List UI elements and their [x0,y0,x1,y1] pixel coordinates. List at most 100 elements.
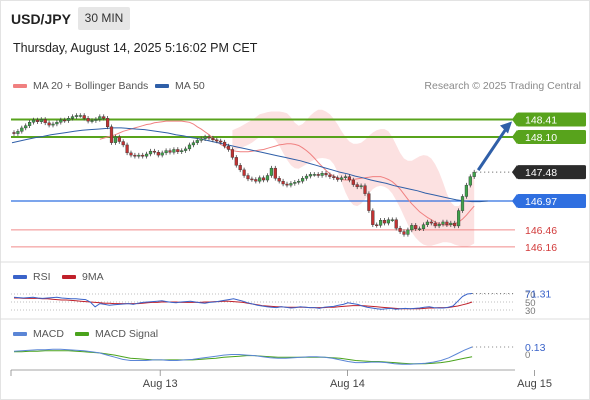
candle-up [406,229,410,235]
candle-down [125,144,129,154]
rsi-level-label: 30 [525,306,536,317]
current-label-pointer [512,165,517,180]
candle-up [425,221,429,225]
candle-up [31,119,36,123]
candle-down [86,118,90,122]
candle-up [359,185,363,188]
support-level-label: 146.46 [525,225,557,237]
candle-up [39,119,43,122]
candle-up [437,224,441,227]
candle-up [460,196,465,211]
candle-down [226,145,231,150]
candle-up [94,119,98,121]
candle-up [421,224,426,229]
candle-down [316,174,320,176]
candle-down [351,179,355,185]
macd-label: MACD [33,328,64,340]
timeframe-badge[interactable]: 30 MIN [78,7,130,30]
candle-down [129,152,133,156]
pivot-level-label: 146.97 [525,196,557,208]
pivot-label-box [517,194,586,208]
ma20-line [99,120,475,226]
candle-down [219,140,223,143]
candle-down [336,177,340,180]
candle-up [343,176,348,178]
candle-up [379,220,383,226]
candle-down [414,225,418,229]
candle-down [109,126,114,143]
candle-down [328,174,332,177]
candle-down [250,178,254,181]
rsi-swatch [13,275,27,279]
candle-up [183,148,188,151]
ma50-label: MA 50 [175,80,205,92]
candle-down [433,222,437,227]
candle-up [410,225,414,231]
candle-up [66,118,71,121]
legend-ma20: MA 20 + Bollinger Bands [13,80,148,92]
candle-up [468,176,472,186]
chart-datetime: Thursday, August 14, 2025 5:16:02 PM CET [13,41,258,55]
candle-down [211,137,215,141]
candle-up [203,136,207,139]
candle-up [144,153,149,157]
candle-down [215,139,219,142]
candle-up [304,175,309,179]
candle-down [121,141,125,146]
candle-down [63,119,67,122]
candle-up [340,177,344,180]
candle-up [160,152,164,156]
candle-down [82,115,86,119]
candle-down [141,154,145,157]
candle-up [293,182,297,184]
candle-up [20,127,24,132]
candle-down [222,141,227,147]
candle-down [246,175,250,180]
candle-down [47,122,51,126]
macd-current-label: 0.13 [525,342,546,354]
legend-macd-signal: MACD Signal [75,328,158,340]
candle-down [281,180,285,185]
candle-up [51,123,55,126]
candle-down [12,132,16,134]
candle-up [258,177,262,182]
candle-up [180,150,184,152]
candle-down [43,119,47,124]
macd-signal-swatch [75,332,89,336]
candle-up [113,136,117,143]
candle-up [386,219,390,224]
candle-down [230,149,234,158]
candle-up [172,149,176,153]
candle-up [308,174,312,177]
candle-down [35,119,39,122]
candle-down [168,150,172,153]
candle-down [156,152,160,156]
x-axis-tick-label: Aug 15 [517,378,552,390]
candle-down [102,116,106,119]
candle-down [238,165,242,171]
resistance-level-label: 148.41 [525,114,557,126]
current-label-box [517,165,586,180]
candle-down [152,150,156,153]
resistance-label-pointer [512,112,517,127]
candle-down [371,210,375,225]
legend-rsi: RSI [13,271,51,283]
candle-up [297,180,301,183]
rsi-ma-swatch [62,275,76,279]
candle-up [269,167,273,176]
candle-up [16,131,20,134]
rsi-label: RSI [33,271,51,283]
rsi-line [13,293,473,310]
pivot-label-pointer [512,194,517,208]
rsi-ma-label: 9MA [82,271,104,283]
x-axis-tick-label: Aug 13 [143,378,178,390]
ma20-label: MA 20 + Bollinger Bands [33,80,149,92]
ma50-swatch [155,84,169,88]
ma20-swatch [13,84,27,88]
candle-down [133,154,137,157]
candle-down [262,177,266,181]
candle-up [98,116,102,120]
candle-up [418,228,422,230]
current-level-label: 147.48 [525,167,557,179]
candle-up [449,222,453,225]
